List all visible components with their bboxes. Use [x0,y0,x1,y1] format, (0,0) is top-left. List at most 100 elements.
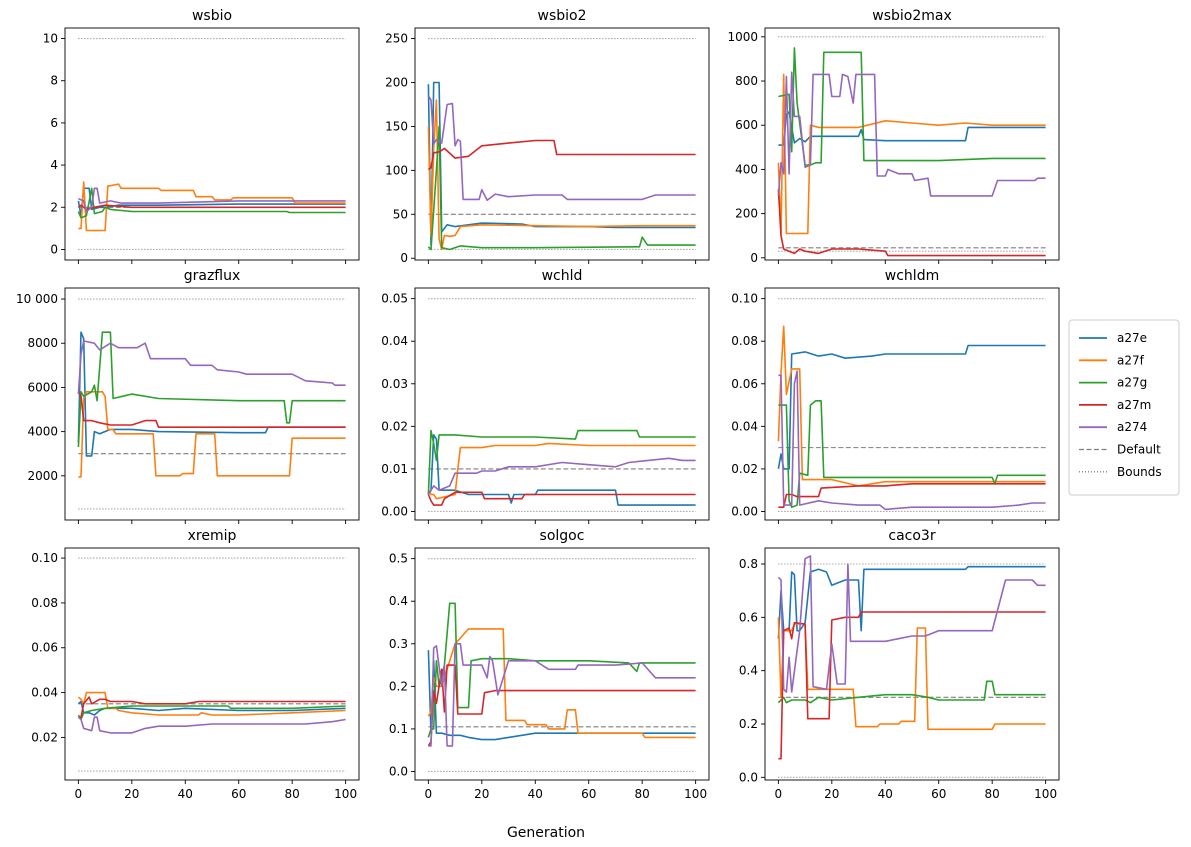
x-tick-label: 80 [635,787,650,801]
series-line-a27f [427,99,696,251]
y-tick-label: 0.5 [389,552,408,566]
y-tick-label: 0.02 [381,419,408,433]
y-tick-label: 0.10 [31,551,58,565]
y-tick-label: 0.04 [31,686,58,700]
series-line-a27g [778,399,1046,509]
y-tick-label: 200 [385,75,408,89]
x-tick-label: 0 [425,787,433,801]
series-line-a27e [427,434,696,506]
x-tick-label: 100 [1034,787,1057,801]
y-tick-label: 0.08 [731,334,758,348]
y-tick-label: 0.4 [739,664,758,678]
series-line-a274 [77,716,346,734]
series-line-a27f [777,617,1046,731]
series-line-a27f [427,442,696,500]
y-tick-label: 0.06 [731,377,758,391]
series-line-a27g [77,187,346,219]
y-tick-label: 0.00 [731,504,758,518]
series-line-a274 [427,457,696,495]
series-line-a27e [77,331,346,457]
y-tick-label: 10 [43,32,58,46]
legend-label-a274: a274 [1117,420,1147,434]
x-axis-label: Generation [507,825,585,841]
y-tick-label: 6000 [27,380,58,394]
x-tick-label: 0 [775,787,783,801]
x-tick-label: 0 [75,787,83,801]
panel-title: wsbio2max [872,8,952,24]
panel-title: wsbio [192,8,232,24]
series-line-a27g [778,47,1046,166]
series-line-a274 [777,555,1046,693]
y-tick-label: 0 [400,251,408,265]
y-tick-label: 10 000 [16,292,58,306]
x-tick-label: 60 [931,787,946,801]
panel-wchldm: wchldm 0.00 0.02 0.04 0.06 0.08 0.10 [731,268,1060,524]
legend-label-a27g: a27g [1117,376,1147,390]
series-line-a27m [77,204,346,211]
panel-wchld: wchld 0.00 0.01 0.02 0.03 0.04 0.05 [381,268,710,524]
y-tick-label: 0.0 [739,770,758,784]
y-tick-label: 8 [50,74,58,88]
axes-frame [414,547,710,781]
legend-label-a27f: a27f [1117,353,1145,367]
series-line-a274 [77,340,346,395]
axes-frame [764,287,1060,521]
x-tick-label: 80 [985,787,1000,801]
series-line-a27m [77,391,346,429]
panel-wsbio2max: wsbio2max 0 200 400 600 800 1000 [727,8,1060,265]
y-tick-label: 4 [50,158,58,172]
x-tick-label: 100 [684,787,707,801]
y-tick-label: 0.06 [31,641,58,655]
panel-title: caco3r [888,528,935,544]
legend-box [1068,319,1180,496]
panel-wsbio: wsbio 0 2 4 6 8 10 [43,8,360,264]
axes-frame [64,287,360,521]
series-line-a27g [77,331,346,448]
y-tick-label: 100 [385,163,408,177]
axes-frame [764,27,1060,261]
y-tick-label: 0.04 [381,334,408,348]
series-line-a274 [428,642,696,747]
series-line-a27e [778,111,1046,146]
panel-xremip: xremip 0.02 0.04 0.06 0.08 0.10 0 20 40 60 80 100 [31,528,360,801]
y-tick-label: 0.08 [31,596,58,610]
y-tick-label: 0.00 [381,504,408,518]
series-line-a27g [427,429,696,495]
y-tick-label: 2000 [27,469,58,483]
series-line-a27e [777,565,1046,639]
series-line-a27e [427,650,696,741]
y-tick-label: 0.6 [739,610,758,624]
series-line-a274 [427,95,696,201]
series-line-a27f [77,691,346,716]
panel-title: xremip [188,528,237,544]
series-line-a27m [778,482,1046,509]
y-tick-label: 0.10 [731,292,758,306]
legend-label-a27m: a27m [1117,398,1151,412]
y-tick-label: 0.1 [389,722,408,736]
y-tick-label: 0.02 [31,730,58,744]
y-tick-label: 0.2 [389,679,408,693]
y-tick-label: 1000 [727,30,758,44]
y-tick-label: 0 [750,251,758,265]
series-line-a27m [427,139,696,171]
y-tick-label: 400 [735,162,758,176]
legend-label-a27e: a27e [1117,331,1147,345]
x-tick-label: 60 [581,787,596,801]
x-tick-label: 20 [474,787,489,801]
y-tick-label: 250 [385,32,408,46]
axes-frame [64,27,360,261]
panel-wsbio2: wsbio2 0 50 100 150 200 250 [385,8,710,265]
y-tick-label: 2 [50,200,58,214]
panel-title: wchld [542,268,583,284]
series-line-a27f [777,325,1046,487]
series-line-a27g [77,705,346,721]
series-line-a27g [427,602,696,738]
y-tick-label: 200 [735,207,758,221]
y-tick-label: 0.05 [381,292,408,306]
panel-title: grazflux [184,268,241,284]
y-tick-label: 0 [50,242,58,256]
series-line-a274 [778,370,1046,511]
series-line-a27m [777,189,1046,257]
y-tick-label: 0.03 [381,377,408,391]
x-tick-label: 80 [285,787,300,801]
